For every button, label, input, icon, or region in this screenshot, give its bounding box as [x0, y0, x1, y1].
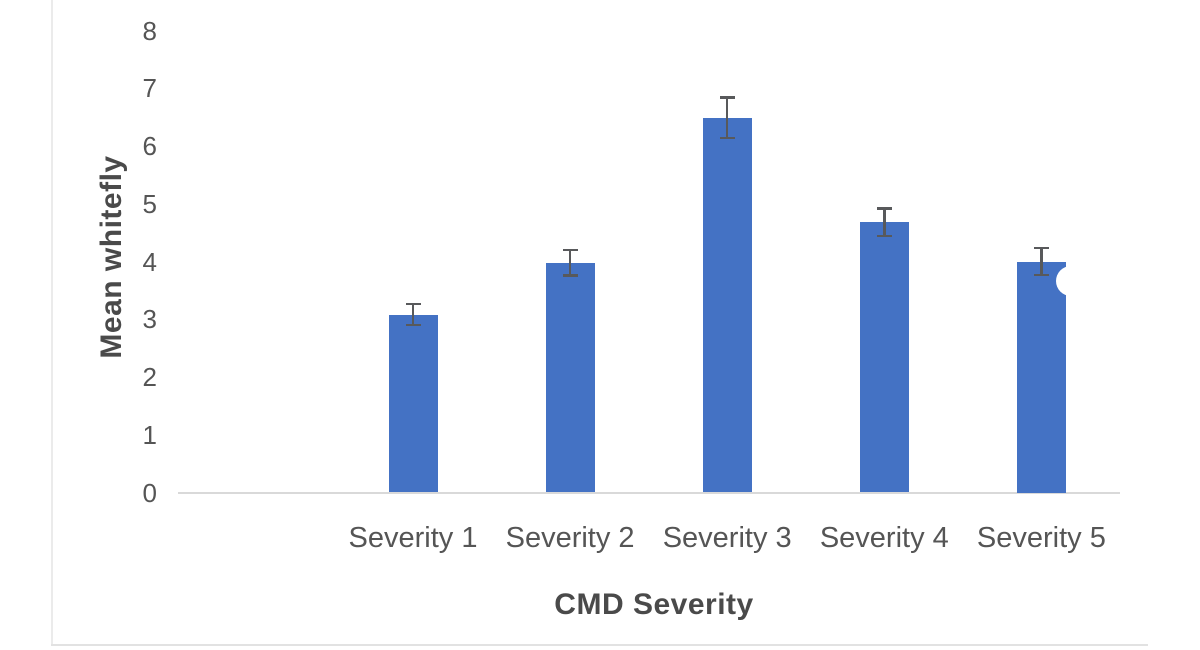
error-bar-line	[1040, 248, 1043, 275]
error-bar-line	[725, 97, 729, 138]
error-bar-cap-top	[876, 207, 892, 210]
error-bar-cap-top	[405, 302, 421, 306]
y-tick-label: 4	[142, 246, 157, 277]
error-bar-cap-top	[1033, 246, 1049, 250]
error-bar-cap-top	[562, 248, 578, 252]
bar-notch-artifact	[1055, 265, 1086, 296]
x-category-label: Severity 2	[505, 522, 635, 554]
bar	[702, 117, 752, 493]
x-category-label: Severity 5	[976, 522, 1106, 554]
error-bar-cap-bottom	[562, 274, 578, 277]
bar	[545, 262, 595, 493]
y-tick-label: 3	[142, 304, 157, 335]
error-bar-line	[411, 304, 415, 326]
bar	[1016, 261, 1066, 493]
y-tick-label: 2	[142, 362, 157, 392]
error-bar-cap-top	[719, 96, 735, 99]
error-bar-cap-bottom	[876, 234, 892, 238]
page-border-left	[51, 0, 53, 646]
x-axis-title: CMD Severity	[554, 588, 754, 621]
error-bar-line	[883, 208, 886, 237]
x-category-label: Severity 1	[348, 522, 478, 554]
y-tick-label: 5	[142, 188, 157, 219]
bar	[859, 222, 909, 493]
bar	[388, 314, 438, 493]
y-tick-label: 6	[142, 131, 157, 161]
x-category-label: Severity 4	[819, 522, 949, 554]
error-bar-line	[568, 249, 572, 276]
y-tick-label: 8	[142, 15, 157, 46]
y-tick-label: 1	[142, 419, 157, 450]
x-axis-line	[178, 491, 1120, 494]
error-bar-cap-bottom	[719, 136, 735, 140]
x-category-label: Severity 3	[662, 522, 792, 554]
y-tick-label: 7	[142, 73, 157, 104]
y-tick-label: 0	[142, 477, 157, 508]
error-bar-cap-bottom	[405, 323, 421, 327]
error-bar-cap-bottom	[1033, 273, 1049, 277]
page-border-bottom	[51, 644, 1148, 646]
